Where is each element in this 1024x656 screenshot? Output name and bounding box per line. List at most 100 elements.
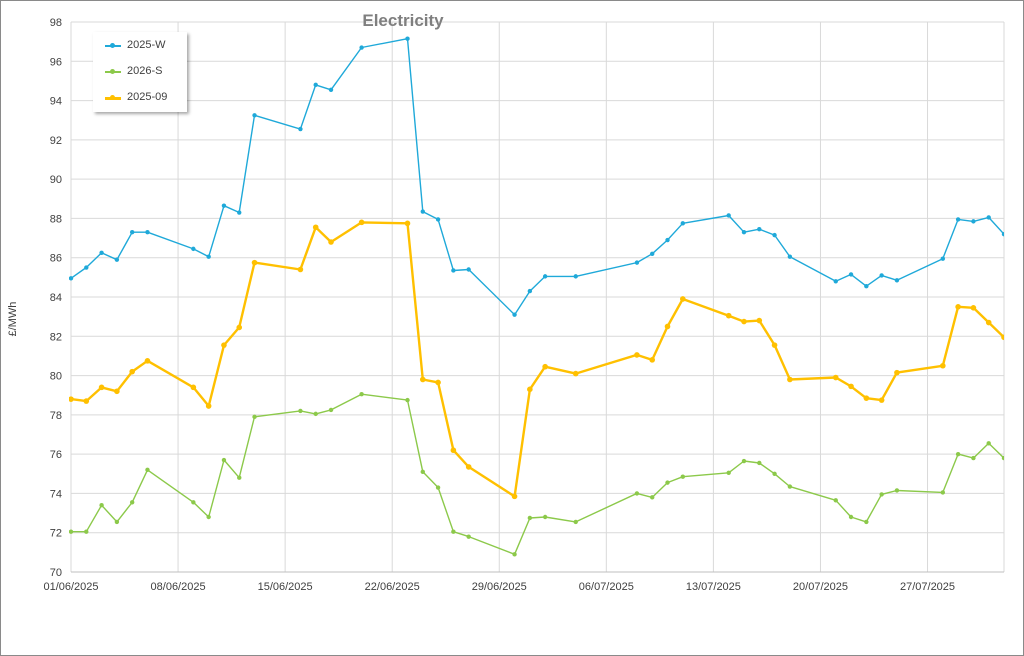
- data-point[interactable]: [114, 388, 120, 395]
- data-point[interactable]: [206, 254, 211, 259]
- data-point[interactable]: [511, 493, 518, 500]
- data-point[interactable]: [848, 272, 854, 277]
- data-point[interactable]: [955, 304, 961, 310]
- data-point[interactable]: [191, 246, 196, 252]
- data-point[interactable]: [741, 318, 747, 325]
- data-point[interactable]: [359, 392, 364, 397]
- data-point[interactable]: [848, 383, 854, 390]
- data-point[interactable]: [435, 485, 441, 490]
- data-point[interactable]: [221, 342, 227, 348]
- data-point[interactable]: [450, 447, 457, 454]
- data-point[interactable]: [650, 251, 655, 256]
- data-point[interactable]: [221, 203, 227, 208]
- data-point[interactable]: [297, 266, 304, 273]
- data-point[interactable]: [772, 232, 777, 238]
- data-point[interactable]: [83, 398, 90, 404]
- data-point[interactable]: [650, 495, 655, 500]
- data-point[interactable]: [726, 213, 731, 218]
- data-point[interactable]: [328, 407, 334, 413]
- legend-item-2025-w[interactable]: 2025-W: [93, 38, 187, 54]
- data-point[interactable]: [129, 500, 135, 505]
- data-point[interactable]: [69, 529, 74, 534]
- data-point[interactable]: [680, 296, 686, 302]
- data-point[interactable]: [191, 500, 196, 505]
- data-point[interactable]: [832, 374, 839, 381]
- data-point[interactable]: [252, 113, 257, 118]
- data-point[interactable]: [771, 342, 778, 348]
- data-point[interactable]: [435, 217, 441, 222]
- data-point[interactable]: [419, 376, 426, 383]
- data-point[interactable]: [298, 126, 303, 132]
- data-point[interactable]: [145, 229, 150, 235]
- data-point[interactable]: [144, 358, 151, 364]
- data-point[interactable]: [313, 411, 318, 417]
- data-point[interactable]: [863, 395, 870, 401]
- data-point[interactable]: [252, 414, 257, 420]
- data-point[interactable]: [405, 36, 410, 41]
- data-point[interactable]: [542, 274, 548, 279]
- data-point[interactable]: [405, 397, 410, 403]
- data-point[interactable]: [420, 209, 425, 214]
- data-point[interactable]: [465, 464, 472, 470]
- data-point[interactable]: [664, 323, 671, 330]
- data-point[interactable]: [114, 257, 120, 262]
- data-point[interactable]: [971, 219, 976, 224]
- data-point[interactable]: [328, 239, 334, 245]
- data-point[interactable]: [114, 519, 120, 525]
- data-point[interactable]: [451, 529, 456, 534]
- data-point[interactable]: [665, 480, 670, 485]
- data-point[interactable]: [129, 368, 135, 375]
- data-point[interactable]: [741, 458, 747, 464]
- data-point[interactable]: [573, 274, 578, 279]
- data-point[interactable]: [787, 484, 793, 489]
- data-point[interactable]: [512, 552, 517, 557]
- data-point[interactable]: [940, 256, 946, 261]
- data-point[interactable]: [725, 312, 732, 319]
- data-point[interactable]: [572, 370, 579, 377]
- data-point[interactable]: [756, 317, 763, 324]
- data-point[interactable]: [190, 384, 197, 391]
- data-point[interactable]: [879, 273, 884, 278]
- data-point[interactable]: [420, 469, 425, 475]
- data-point[interactable]: [542, 514, 548, 520]
- data-point[interactable]: [69, 276, 74, 281]
- data-point[interactable]: [955, 217, 961, 222]
- data-point[interactable]: [726, 470, 731, 476]
- data-point[interactable]: [237, 210, 242, 215]
- data-point[interactable]: [129, 229, 135, 235]
- data-point[interactable]: [757, 227, 762, 232]
- data-point[interactable]: [312, 224, 319, 231]
- data-point[interactable]: [466, 534, 471, 539]
- data-point[interactable]: [680, 474, 686, 479]
- data-point[interactable]: [84, 265, 89, 270]
- data-point[interactable]: [955, 451, 961, 457]
- data-point[interactable]: [649, 357, 656, 363]
- data-point[interactable]: [940, 362, 946, 369]
- data-point[interactable]: [527, 288, 533, 294]
- data-point[interactable]: [757, 460, 762, 466]
- data-point[interactable]: [313, 82, 318, 88]
- data-point[interactable]: [84, 529, 89, 534]
- data-point[interactable]: [1001, 455, 1006, 461]
- data-point[interactable]: [573, 519, 578, 525]
- data-point[interactable]: [221, 457, 227, 463]
- data-point[interactable]: [940, 490, 946, 495]
- data-point[interactable]: [527, 386, 533, 393]
- data-point[interactable]: [894, 488, 900, 493]
- data-point[interactable]: [833, 279, 838, 284]
- data-point[interactable]: [864, 519, 869, 525]
- data-point[interactable]: [787, 254, 793, 259]
- data-point[interactable]: [206, 514, 211, 520]
- data-point[interactable]: [404, 220, 411, 227]
- data-point[interactable]: [237, 475, 242, 480]
- legend-item-2025-09[interactable]: 2025-09: [93, 90, 187, 106]
- data-point[interactable]: [466, 267, 471, 272]
- data-point[interactable]: [864, 283, 869, 289]
- data-point[interactable]: [1001, 334, 1007, 341]
- data-point[interactable]: [68, 396, 74, 402]
- data-point[interactable]: [236, 324, 243, 331]
- data-point[interactable]: [634, 260, 640, 265]
- data-point[interactable]: [741, 229, 747, 235]
- data-point[interactable]: [894, 278, 900, 283]
- data-point[interactable]: [772, 471, 777, 476]
